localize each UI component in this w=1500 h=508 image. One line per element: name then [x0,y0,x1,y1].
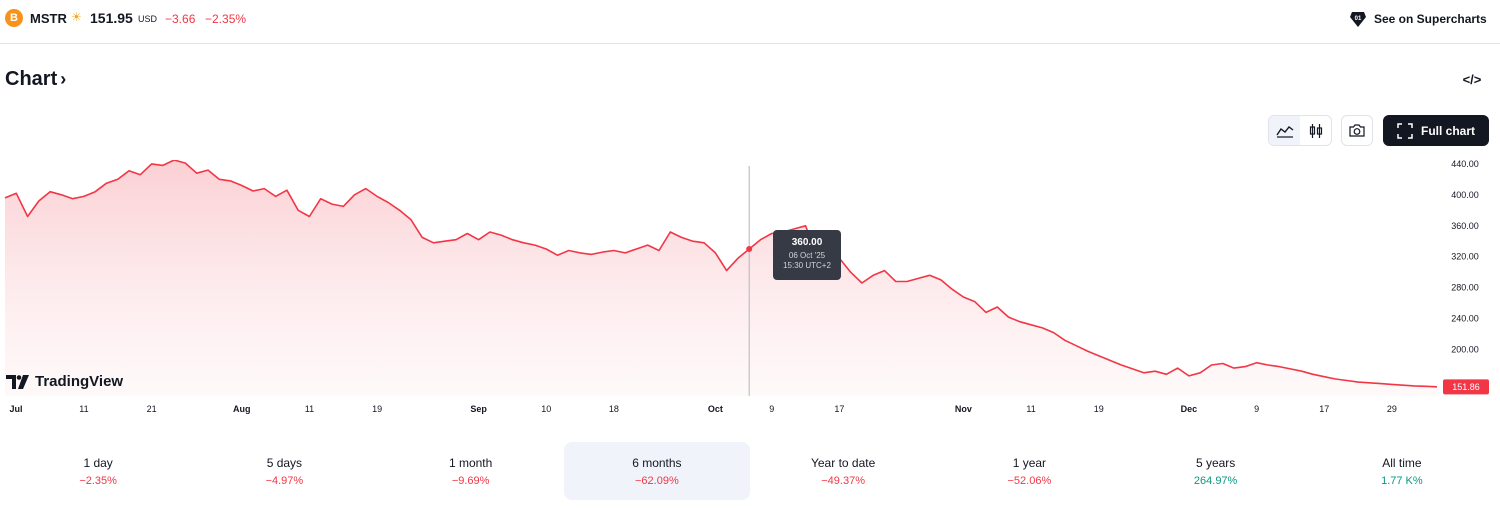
y-tick-label: 400.00 [1451,190,1479,200]
embed-code-icon[interactable]: </> [1462,72,1482,87]
x-tick-label: 9 [1254,404,1259,414]
see-on-supercharts-link[interactable]: 01 See on Supercharts [1349,10,1487,28]
period-change: −9.69% [451,474,490,487]
period-label: All time [1382,455,1422,470]
x-tick-label: 19 [372,404,382,414]
period-label: 5 days [266,455,303,470]
snapshot-button[interactable] [1341,115,1373,146]
candles-chart-button[interactable] [1300,116,1331,145]
y-axis: 440.00 400.00 360.00 320.00 280.00 240.00 200.… [1451,160,1479,355]
sun-icon: ☀ [71,10,82,24]
x-tick-label: Nov [955,404,972,414]
x-tick-label: 21 [147,404,157,414]
symbol-price: 151.95 [90,10,133,26]
x-tick-label: 11 [305,404,314,414]
symbol-name[interactable]: MSTR [30,11,67,26]
period-change: −62.09% [635,474,679,487]
y-tick-label: 360.00 [1451,221,1479,231]
price-change: −3.66 [165,12,196,26]
price-area-fill [5,160,1437,396]
x-tick-label: 10 [541,404,551,414]
period-label: 5 years [1195,455,1236,470]
full-chart-button[interactable]: Full chart [1383,115,1489,146]
price-tooltip: 360.00 06 Oct '25 15:30 UTC+2 [773,230,841,280]
x-tick-label: Oct [708,404,723,414]
period-5-days[interactable]: 5 days −4.97% [191,442,377,500]
period-change: −2.35% [79,474,117,487]
period-label: 1 day [83,455,113,470]
candles-icon [1309,123,1322,138]
supercharts-logo-icon: 01 [1350,12,1366,27]
price-chart[interactable]: 440.00 400.00 360.00 320.00 280.00 240.00 200.… [0,160,1500,422]
last-price-label: 151.86 [1443,379,1489,395]
y-tick-label: 320.00 [1451,252,1479,262]
period-selector: 1 day −2.35% 5 days −4.97% 1 month −9.69… [5,442,1495,500]
supercharts-label: See on Supercharts [1374,12,1487,26]
x-tick-label: 17 [1319,404,1329,414]
last-price-value: 151.86 [1452,382,1480,392]
period-label: 6 months [632,455,682,470]
x-tick-label: Dec [1181,404,1198,414]
period-1-day[interactable]: 1 day −2.35% [5,442,191,500]
y-tick-label: 240.00 [1451,314,1479,324]
area-chart-button[interactable] [1269,116,1300,145]
area-chart-icon [1275,125,1293,138]
x-tick-label: Sep [470,404,487,414]
fullscreen-icon [1397,122,1413,139]
period-5-years[interactable]: 5 years 264.97% [1123,442,1309,500]
x-tick-label: Aug [233,404,251,414]
x-tick-label: 18 [609,404,619,414]
tradingview-label: TradingView [35,373,124,390]
x-tick-label: 29 [1387,404,1397,414]
chevron-right-icon: › [60,69,67,89]
period-1-year[interactable]: 1 year −52.06% [936,442,1122,500]
tradingview-watermark[interactable]: TradingView [6,373,123,390]
camera-icon [1349,124,1365,137]
price-line [4,160,1438,388]
x-tick-label: 11 [1026,404,1035,414]
period-label: 1 month [448,455,493,470]
period-change: 1.77 K% [1381,474,1423,487]
period-all-time[interactable]: All time 1.77 K% [1309,442,1495,500]
price-currency: USD [138,14,158,24]
bitcoin-logo-icon: B [5,9,23,27]
period-change: 264.97% [1193,474,1238,487]
tooltip-date: 06 Oct '25 [788,251,826,260]
x-axis: Jul 11 21 Aug 11 19 Sep 10 18 Oct 9 17 Nov 11 19 Dec 9 17… [9,404,1396,414]
y-tick-label: 280.00 [1451,283,1479,293]
price-change-percent: −2.35% [205,12,247,26]
period-6-months[interactable]: 6 months −62.09% [563,442,750,500]
y-tick-label: 440.00 [1451,160,1479,169]
x-tick-label: 11 [79,404,88,414]
svg-text:01: 01 [1355,16,1362,22]
period-change: −49.37% [821,474,865,487]
full-chart-label: Full chart [1420,123,1475,138]
hover-point [746,245,753,252]
period-change: −52.06% [1007,474,1052,487]
period-label: Year to date [810,455,876,470]
period-year-to-date[interactable]: Year to date −49.37% [750,442,936,500]
period-1-month[interactable]: 1 month −9.69% [378,442,564,500]
x-tick-label: Jul [9,404,22,414]
period-label: 1 year [1012,455,1047,470]
x-tick-label: 9 [769,404,774,414]
x-tick-label: 19 [1094,404,1104,414]
tooltip-time: 15:30 UTC+2 [783,261,831,270]
x-tick-label: 17 [834,404,844,414]
period-change: −4.97% [265,474,304,487]
chart-type-toggle [1268,115,1332,146]
chart-title-link[interactable]: Chart › [5,68,66,91]
chart-title: Chart [5,68,58,90]
tradingview-logo-icon [6,374,29,389]
tooltip-value: 360.00 [791,237,823,248]
y-tick-label: 200.00 [1451,345,1479,355]
symbol-header: B MSTR ☀ 151.95 USD −3.66 −2.35% 01 See … [0,0,1500,44]
